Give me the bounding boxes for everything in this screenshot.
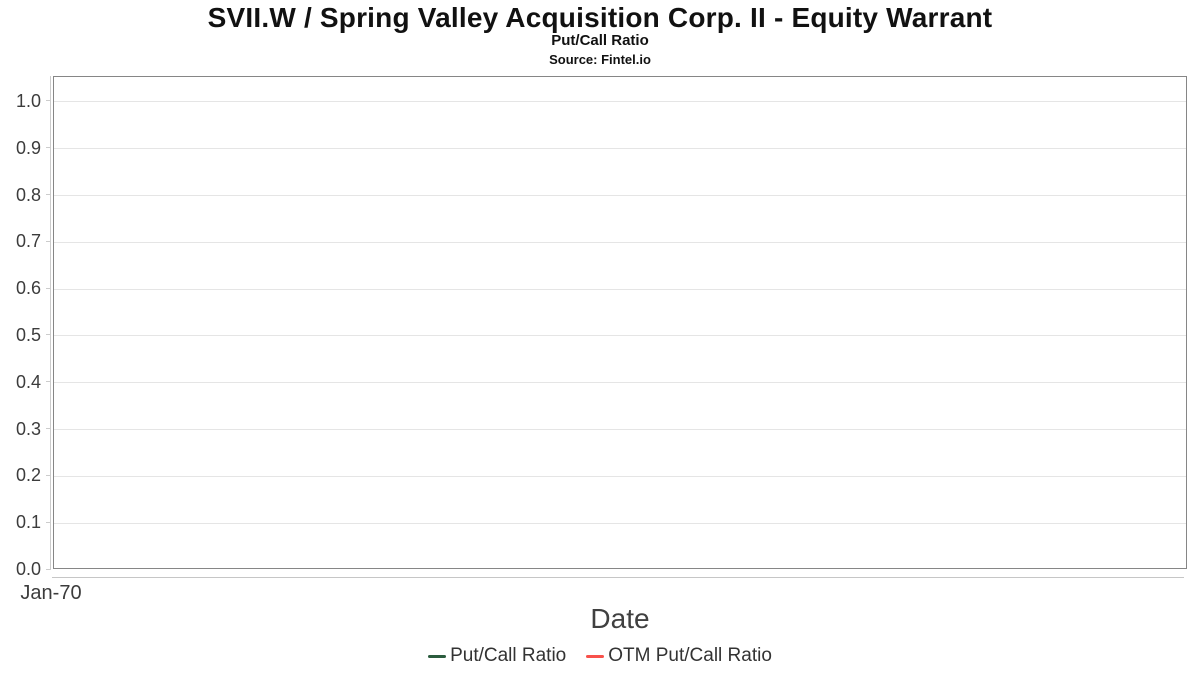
x-axis-title: Date: [590, 603, 650, 634]
y-tick-label: 0.3: [15, 418, 41, 439]
y-tick-label: 0.7: [15, 231, 41, 252]
y-axis-labels: 0.0 0.1 0.2 0.3 0.4 0.5 0.6 0.7 0.8 0.9 1.0: [0, 76, 41, 579]
gridline: [54, 382, 1186, 384]
legend-label-put-call-ratio: Put/Call Ratio: [450, 645, 567, 666]
otm-put-call-ratio-line-marker: [586, 654, 605, 658]
gridline: [54, 101, 1186, 103]
y-tick-mark: [46, 474, 50, 476]
gridline: [54, 429, 1186, 430]
x-tick-label: Jan-70: [20, 582, 82, 604]
gridline: [54, 335, 1186, 337]
gridline: [54, 288, 1186, 290]
y-tick-mark: [46, 568, 50, 570]
y-tick-label: 0.5: [15, 324, 41, 345]
plot-area: [53, 76, 1187, 569]
legend-item-put-call-ratio[interactable]: Put/Call Ratio: [428, 644, 566, 668]
legend: Put/Call Ratio OTM Put/Call Ratio: [0, 644, 1200, 668]
y-tick-label: 0.6: [15, 278, 41, 299]
put-call-ratio-line-marker: [428, 654, 447, 658]
y-tick-mark: [46, 100, 50, 102]
gridline: [54, 241, 1186, 243]
x-axis-line: [52, 577, 1184, 578]
legend-label-otm-put-call-ratio: OTM Put/Call Ratio: [608, 645, 772, 666]
y-tick-label: 0.4: [15, 371, 41, 392]
y-tick-label: 0.2: [15, 465, 41, 486]
y-tick-mark: [46, 240, 50, 242]
y-tick-mark: [46, 194, 50, 195]
y-tick-label: 0.9: [15, 137, 41, 158]
gridline: [54, 195, 1186, 196]
y-tick-label: 0.0: [15, 559, 41, 579]
y-axis-line: [50, 76, 51, 570]
gridline: [54, 475, 1186, 477]
legend-item-otm-put-call-ratio[interactable]: OTM Put/Call Ratio: [586, 644, 772, 668]
y-tick-mark: [46, 147, 50, 149]
y-tick-mark: [46, 381, 50, 383]
y-tick-label: 1.0: [15, 90, 41, 111]
gridline: [54, 148, 1186, 150]
y-tick-mark: [46, 334, 50, 336]
gridline: [54, 522, 1186, 524]
y-tick-mark: [46, 287, 50, 289]
chart-subtitle: Put/Call Ratio: [551, 32, 649, 49]
y-tick-label: 0.1: [15, 512, 41, 533]
chart-source-label: Source: Fintel.io: [549, 52, 651, 67]
y-tick-label: 0.8: [15, 184, 41, 205]
chart-title: SVII.W / Spring Valley Acquisition Corp.…: [207, 2, 993, 33]
y-tick-mark: [46, 428, 50, 429]
y-tick-mark: [46, 521, 50, 523]
